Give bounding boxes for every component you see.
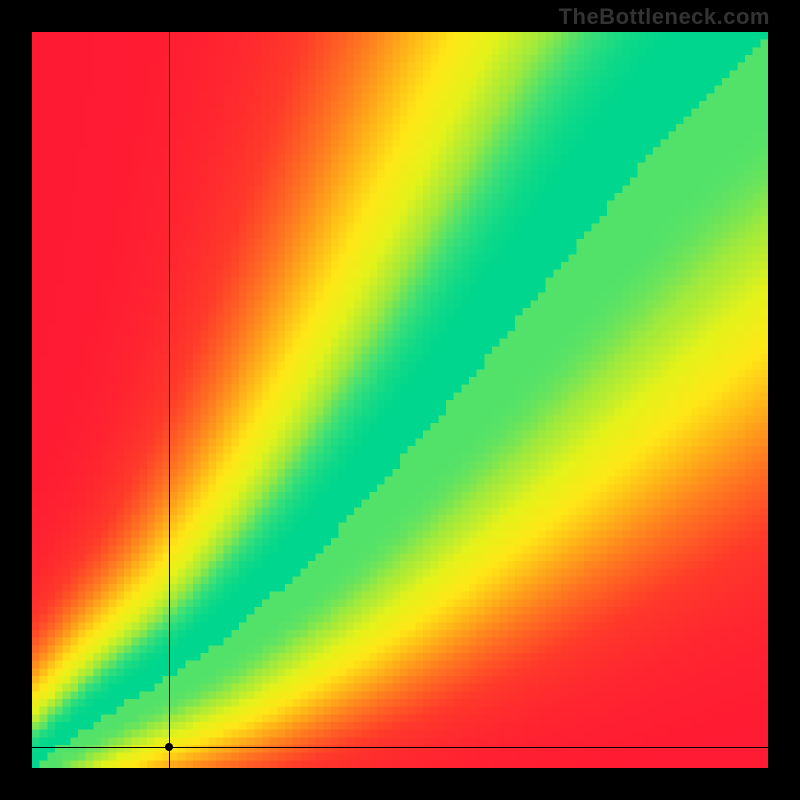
watermark-text: TheBottleneck.com (559, 4, 770, 30)
heatmap-canvas (32, 32, 768, 768)
crosshair-horizontal (32, 747, 768, 748)
crosshair-vertical (169, 32, 170, 768)
crosshair-marker (165, 743, 173, 751)
heatmap-plot (32, 32, 768, 768)
